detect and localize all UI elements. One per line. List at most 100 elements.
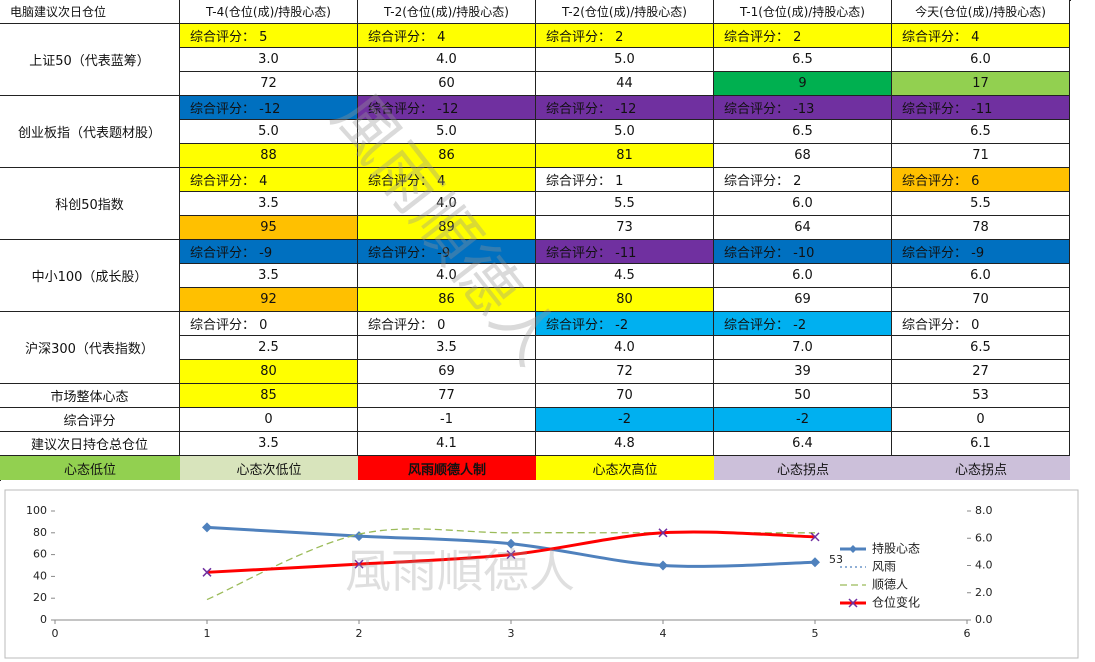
value-cell: 95: [180, 216, 358, 240]
legend-label: 顺德人: [872, 577, 908, 592]
watermark: 風雨順德人: [345, 544, 575, 598]
x-tick-label: 1: [204, 627, 211, 640]
value-cell: 50: [714, 384, 892, 408]
value-cell: 86: [358, 144, 536, 168]
y-tick-label: 40: [33, 569, 47, 582]
value-cell: 89: [358, 216, 536, 240]
value-cell: -2: [714, 408, 892, 432]
score-cell: 综合评分： 4: [180, 168, 358, 192]
y2-tick-label: 6.0: [975, 531, 993, 544]
value-cell: 4.0: [358, 48, 536, 72]
point-marker: [658, 528, 668, 538]
point-marker: [202, 522, 212, 533]
x-tick-label: 0: [52, 627, 59, 640]
value-cell: 85: [180, 384, 358, 408]
header-cell: 电脑建议次日仓位: [0, 0, 180, 24]
value-cell: 70: [892, 288, 1070, 312]
score-cell: 综合评分： -12: [536, 96, 714, 120]
value-cell: 81: [536, 144, 714, 168]
header-cell: 今天(仓位(成)/持股心态): [892, 0, 1070, 24]
score-cell: 综合评分： 0: [358, 312, 536, 336]
value-cell: 6.1: [892, 432, 1070, 456]
value-cell: 6.4: [714, 432, 892, 456]
value-cell: 69: [714, 288, 892, 312]
score-cell: 综合评分： 0: [180, 312, 358, 336]
legend-cell: 心态拐点: [892, 456, 1070, 480]
value-cell: 2.5: [180, 336, 358, 360]
value-cell: 53: [892, 384, 1070, 408]
y2-tick-label: 8.0: [975, 504, 993, 517]
value-cell: 39: [714, 360, 892, 384]
value-cell: 6.5: [714, 48, 892, 72]
row-label: 综合评分: [0, 408, 180, 432]
value-cell: 3.5: [180, 192, 358, 216]
value-cell: 7.0: [714, 336, 892, 360]
score-cell: 综合评分： -11: [892, 96, 1070, 120]
score-cell: 综合评分： -12: [358, 96, 536, 120]
value-cell: 4.5: [536, 264, 714, 288]
value-cell: 71: [892, 144, 1070, 168]
value-cell: 92: [180, 288, 358, 312]
legend-cell: 心态次高位: [536, 456, 714, 480]
value-cell: 80: [536, 288, 714, 312]
x-tick-label: 3: [508, 627, 515, 640]
y2-tick-label: 4.0: [975, 559, 993, 572]
score-cell: 综合评分： 5: [180, 24, 358, 48]
value-cell: 6.0: [892, 48, 1070, 72]
value-cell: 4.0: [358, 192, 536, 216]
row-label: 沪深300（代表指数）: [0, 312, 180, 384]
y2-tick-label: 0.0: [975, 613, 993, 626]
score-cell: 综合评分： 4: [892, 24, 1070, 48]
score-cell: 综合评分： -13: [714, 96, 892, 120]
value-cell: 6.0: [892, 264, 1070, 288]
value-cell: 6.5: [714, 120, 892, 144]
y2-tick-label: 2.0: [975, 586, 993, 599]
value-cell: 4.1: [358, 432, 536, 456]
value-cell: 0: [892, 408, 1070, 432]
score-cell: 综合评分： 2: [714, 24, 892, 48]
header-cell: T-1(仓位(成)/持股心态): [714, 0, 892, 24]
x-tick-label: 5: [812, 627, 819, 640]
value-cell: 5.0: [180, 120, 358, 144]
value-cell: 5.0: [536, 48, 714, 72]
score-cell: 综合评分： 2: [714, 168, 892, 192]
score-cell: 综合评分： 1: [536, 168, 714, 192]
value-cell: 3.5: [358, 336, 536, 360]
y-tick-label: 0: [40, 613, 47, 626]
value-cell: 5.5: [892, 192, 1070, 216]
value-cell: 4.0: [536, 336, 714, 360]
value-cell: 73: [536, 216, 714, 240]
score-cell: 综合评分： 4: [358, 24, 536, 48]
x-tick-label: 2: [356, 627, 363, 640]
legend-cell: 心态次低位: [180, 456, 358, 480]
value-cell: 6.0: [714, 264, 892, 288]
y-tick-label: 20: [33, 591, 47, 604]
value-cell: 4.0: [358, 264, 536, 288]
y-tick-label: 100: [26, 504, 47, 517]
value-cell: 68: [714, 144, 892, 168]
legend-cell: 心态拐点: [714, 456, 892, 480]
value-cell: 0: [180, 408, 358, 432]
chart-frame: [4, 489, 1079, 659]
row-label: 中小100（成长股）: [0, 240, 180, 312]
point-marker: [354, 559, 364, 569]
point-marker: [810, 532, 820, 542]
x-tick-label: 6: [964, 627, 971, 640]
legend-label: 持股心态: [872, 541, 920, 556]
value-cell: 64: [714, 216, 892, 240]
score-cell: 综合评分： -11: [536, 240, 714, 264]
value-cell: 44: [536, 72, 714, 96]
value-cell: 6.0: [714, 192, 892, 216]
legend-cell: 风雨顺德人制: [358, 456, 536, 480]
header-cell: T-4(仓位(成)/持股心态): [180, 0, 358, 24]
value-cell: 4.8: [536, 432, 714, 456]
row-label: 科创50指数: [0, 168, 180, 240]
value-cell: 77: [358, 384, 536, 408]
value-cell: 86: [358, 288, 536, 312]
value-cell: -2: [536, 408, 714, 432]
header-cell: T-2(仓位(成)/持股心态): [358, 0, 536, 24]
row-label: 上证50（代表蓝筹）: [0, 24, 180, 96]
point-marker: [506, 550, 516, 560]
